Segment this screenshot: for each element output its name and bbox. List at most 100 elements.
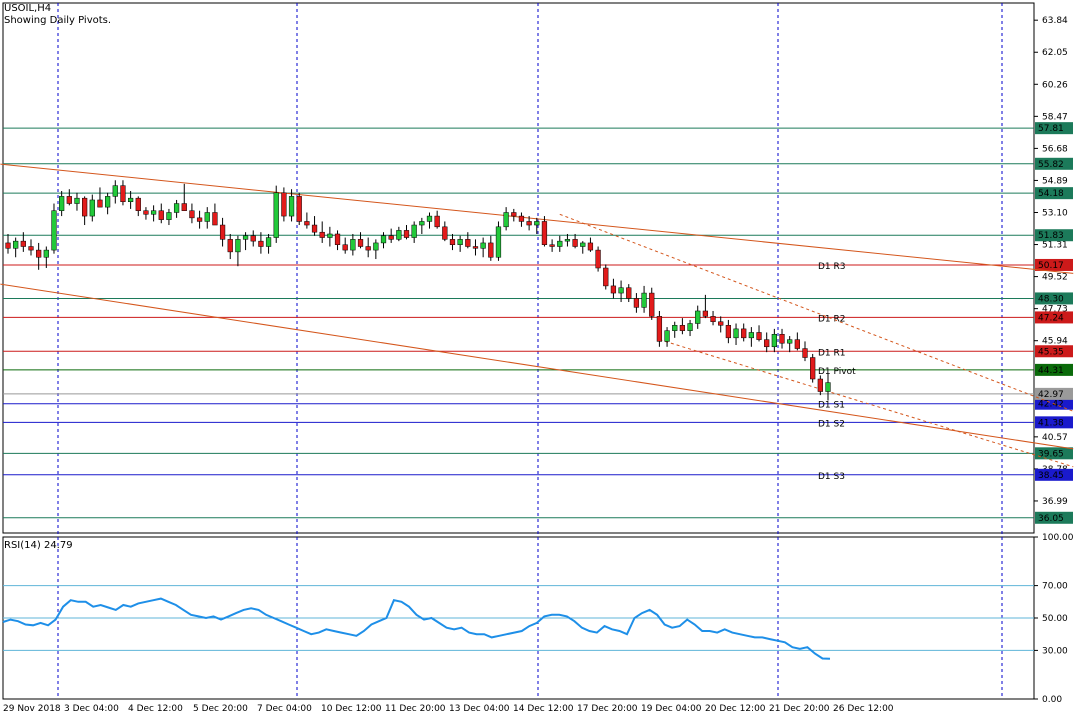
level-price-label: 51.83 [1038,231,1064,241]
candle-body [396,230,402,240]
candle-body [603,267,609,287]
candle [173,199,180,218]
candle-body [817,378,823,392]
rsi-tick-label: 0.00 [1042,695,1062,705]
level-price-box [1035,468,1073,481]
level-price-label: 45.35 [1038,347,1064,357]
candle [495,221,502,261]
candle [89,194,95,222]
candle-body [825,382,831,392]
candle-body [20,240,26,247]
candle-body [288,196,295,217]
candle-body [465,239,471,247]
candle-body [373,242,379,251]
candle [480,237,486,258]
candle-body [779,334,785,344]
candle-body [304,221,310,226]
candle-body [541,221,548,245]
candle-body [710,316,716,322]
level-price-box [1035,511,1073,524]
candle [687,319,693,337]
candle [334,230,341,251]
price-tick-label: 47.73 [1042,305,1068,315]
candle [265,233,272,254]
candle [672,321,678,338]
candle-body [488,242,494,258]
level-price-label: 57.81 [1038,124,1064,134]
candle-body [672,325,678,331]
candle-body [534,221,540,226]
current-price-label: 42.97 [1038,390,1064,400]
candle-body [59,196,65,211]
x-tick-label: 20 Dec 12:00 [705,704,766,714]
candle [135,196,141,217]
candle [380,232,387,249]
candle-body [756,332,762,340]
pivot-label: D1 S3 [818,472,845,482]
candle-body [334,233,341,245]
x-tick-label: 11 Dec 20:00 [385,704,446,714]
candle [771,328,777,353]
level-price-label: 44.31 [1038,366,1064,376]
candle-body [281,192,287,217]
pivot-label: D1 S1 [818,401,845,411]
rsi-tick-label: 30.00 [1042,646,1068,656]
candle [587,237,594,252]
candle [120,180,126,206]
candle [281,187,287,222]
candle-body [587,242,594,251]
level-price-box [1035,187,1073,200]
candle [204,207,210,229]
candle-body [327,233,333,238]
level-price-label: 38.45 [1038,471,1064,481]
candle-body [66,196,72,204]
pivots-subtitle: Showing Daily Pivots. [4,15,112,26]
candle [465,232,471,249]
pivot-label: D1 R3 [818,262,846,272]
pivot-label: D1 R1 [818,348,846,358]
candle-body [380,235,387,244]
candle [227,233,233,260]
candle-body [51,210,57,251]
candle-body [135,197,141,211]
candle [158,203,164,224]
candle [66,189,72,206]
candle-body [802,348,808,358]
candle-body [748,332,754,339]
candle [426,212,433,229]
candle [794,332,800,351]
candle-body [702,310,709,317]
candle [511,208,517,222]
candle-body [626,287,632,299]
candle [242,232,249,251]
price-tick-label: 40.57 [1042,433,1068,443]
price-tick-label: 51.31 [1042,241,1068,251]
candle [304,212,310,229]
candle-body [472,246,479,249]
x-tick-label: 29 Nov 2018 [3,704,61,714]
candle-body [664,330,670,342]
candle-body [641,292,647,308]
candle [28,239,34,256]
candle-body [158,210,164,220]
price-tick-label: 56.68 [1042,144,1068,154]
dashed-channel-upper [559,213,1074,412]
lower-trendline [0,283,1074,450]
candle-body [403,230,410,238]
candle [580,241,586,254]
candle-body [350,239,356,251]
candle-body [718,321,724,326]
price-tick-label: 54.89 [1042,176,1068,186]
candle-body [656,316,663,342]
price-tick-label: 58.47 [1042,112,1068,122]
candle-body [695,310,701,324]
candle [388,228,394,243]
candle [311,216,318,236]
x-tick-label: 3 Dec 04:00 [64,704,119,714]
candle [396,226,402,242]
price-tick-label: 53.10 [1042,208,1068,218]
candle [288,189,295,222]
candle-body [242,235,249,240]
candle [641,285,647,313]
